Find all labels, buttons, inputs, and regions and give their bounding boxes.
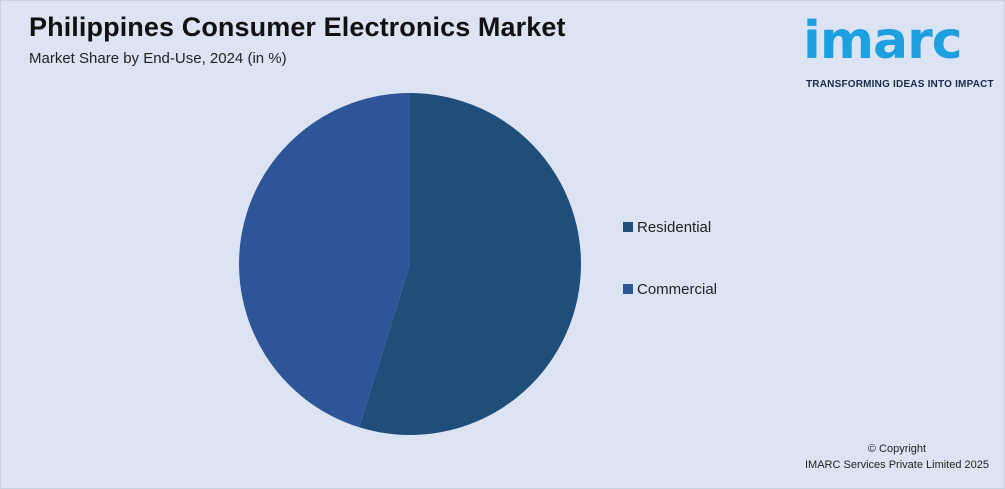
- pie-slice-commercial: [239, 93, 410, 428]
- logo-tagline: TRANSFORMING IDEAS INTO IMPACT: [806, 79, 994, 90]
- legend-item-commercial: Commercial: [623, 278, 717, 300]
- legend-label-residential: Residential: [637, 218, 712, 236]
- legend-item-residential: Residential: [623, 216, 717, 238]
- pie-slice-residential: [359, 93, 581, 435]
- chart-subtitle: Market Share by End-Use, 2024 (in %): [29, 50, 287, 67]
- chart-legend: Residential Commercial: [623, 216, 717, 340]
- legend-swatch-commercial: [623, 284, 633, 294]
- copyright-notice: © Copyright IMARC Services Private Limit…: [805, 441, 989, 473]
- legend-label-commercial: Commercial: [637, 280, 718, 298]
- copyright-line-2: IMARC Services Private Limited 2025: [804, 459, 989, 471]
- imarc-logo: imarc TRANSFORMING IDEAS INTO IMPACT: [803, 10, 994, 95]
- logo-wordmark: imarc: [803, 11, 963, 71]
- chart-title: Philippines Consumer Electronics Market: [29, 12, 566, 42]
- copyright-line-1: © Copyright: [867, 443, 927, 455]
- legend-swatch-residential: [623, 222, 633, 232]
